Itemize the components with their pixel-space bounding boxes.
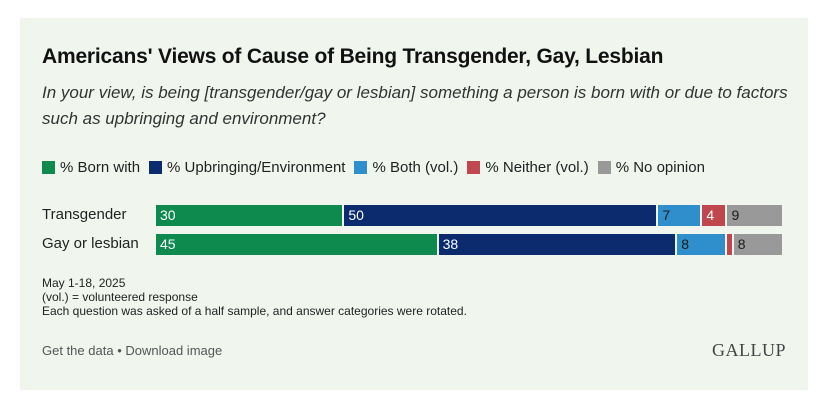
legend-swatch	[354, 161, 368, 174]
legend-item-3: % Neither (vol.)	[467, 159, 589, 176]
legend-label: % Upbringing/Environment	[167, 159, 346, 176]
row-label-gay-or-lesbian: Gay or lesbian	[42, 235, 139, 252]
get-data-link[interactable]: Get the data	[42, 343, 114, 358]
download-image-link[interactable]: Download image	[125, 343, 223, 358]
legend-label: % Both (vol.)	[372, 159, 459, 176]
footer-separator: •	[117, 343, 122, 358]
bar-segment: 50	[344, 205, 659, 226]
legend-swatch	[42, 161, 55, 174]
bar-value-label: 38	[442, 236, 459, 252]
chart-card: Americans' Views of Cause of Being Trans…	[20, 18, 808, 390]
legend-label: % Neither (vol.)	[485, 159, 589, 176]
bar-value-label: 9	[731, 207, 740, 223]
chart-legend: % Born with % Upbringing/Environment % Bot…	[42, 159, 714, 176]
legend-swatch	[149, 161, 163, 174]
bar-value-label: 8	[681, 236, 690, 252]
gallup-logo: GALLUP	[712, 340, 786, 360]
chart-title: Americans' Views of Cause of Being Trans…	[42, 45, 664, 68]
legend-label: % No opinion	[615, 159, 705, 176]
legend-label: % Born with	[60, 159, 141, 176]
legend-item-4: % No opinion	[597, 159, 705, 176]
bar-segment: 8	[733, 234, 784, 255]
bar-value-label: 45	[160, 236, 176, 252]
footer-links: Get the data • Download image	[42, 343, 222, 358]
half-sample-note: Each question was asked of a half sample…	[42, 304, 467, 318]
bar-value-label: 50	[348, 207, 364, 223]
bar-segment: 30	[156, 205, 345, 226]
row-label-transgender: Transgender	[42, 206, 127, 223]
bar-segment: 4	[702, 205, 728, 226]
legend-item-1: % Upbringing/Environment	[149, 159, 345, 176]
survey-date-note: May 1-18, 2025	[42, 276, 126, 290]
bar-segment: 38	[438, 234, 678, 255]
bar-segment: 8	[677, 234, 728, 255]
bar-value-label: 8	[737, 236, 746, 252]
chart-subtitle: In your view, is being [transgender/gay …	[42, 83, 788, 128]
bar-value-label: 30	[160, 207, 176, 223]
volunteered-note: (vol.) = volunteered response	[42, 290, 198, 304]
bar-segment: 9	[727, 205, 784, 226]
chart-notes: May 1-18, 2025 (vol.) = volunteered resp…	[42, 276, 467, 318]
legend-item-0: % Born with	[42, 159, 140, 176]
legend-swatch	[597, 161, 611, 174]
legend-item-2: % Both (vol.)	[354, 159, 458, 176]
bar-value-label: 4	[706, 207, 715, 223]
bar-segment: 7	[658, 205, 703, 226]
bar-value-label: 7	[662, 207, 671, 223]
bar-segment: 45	[156, 234, 439, 255]
legend-swatch	[467, 161, 481, 174]
bar-segment	[727, 234, 734, 255]
